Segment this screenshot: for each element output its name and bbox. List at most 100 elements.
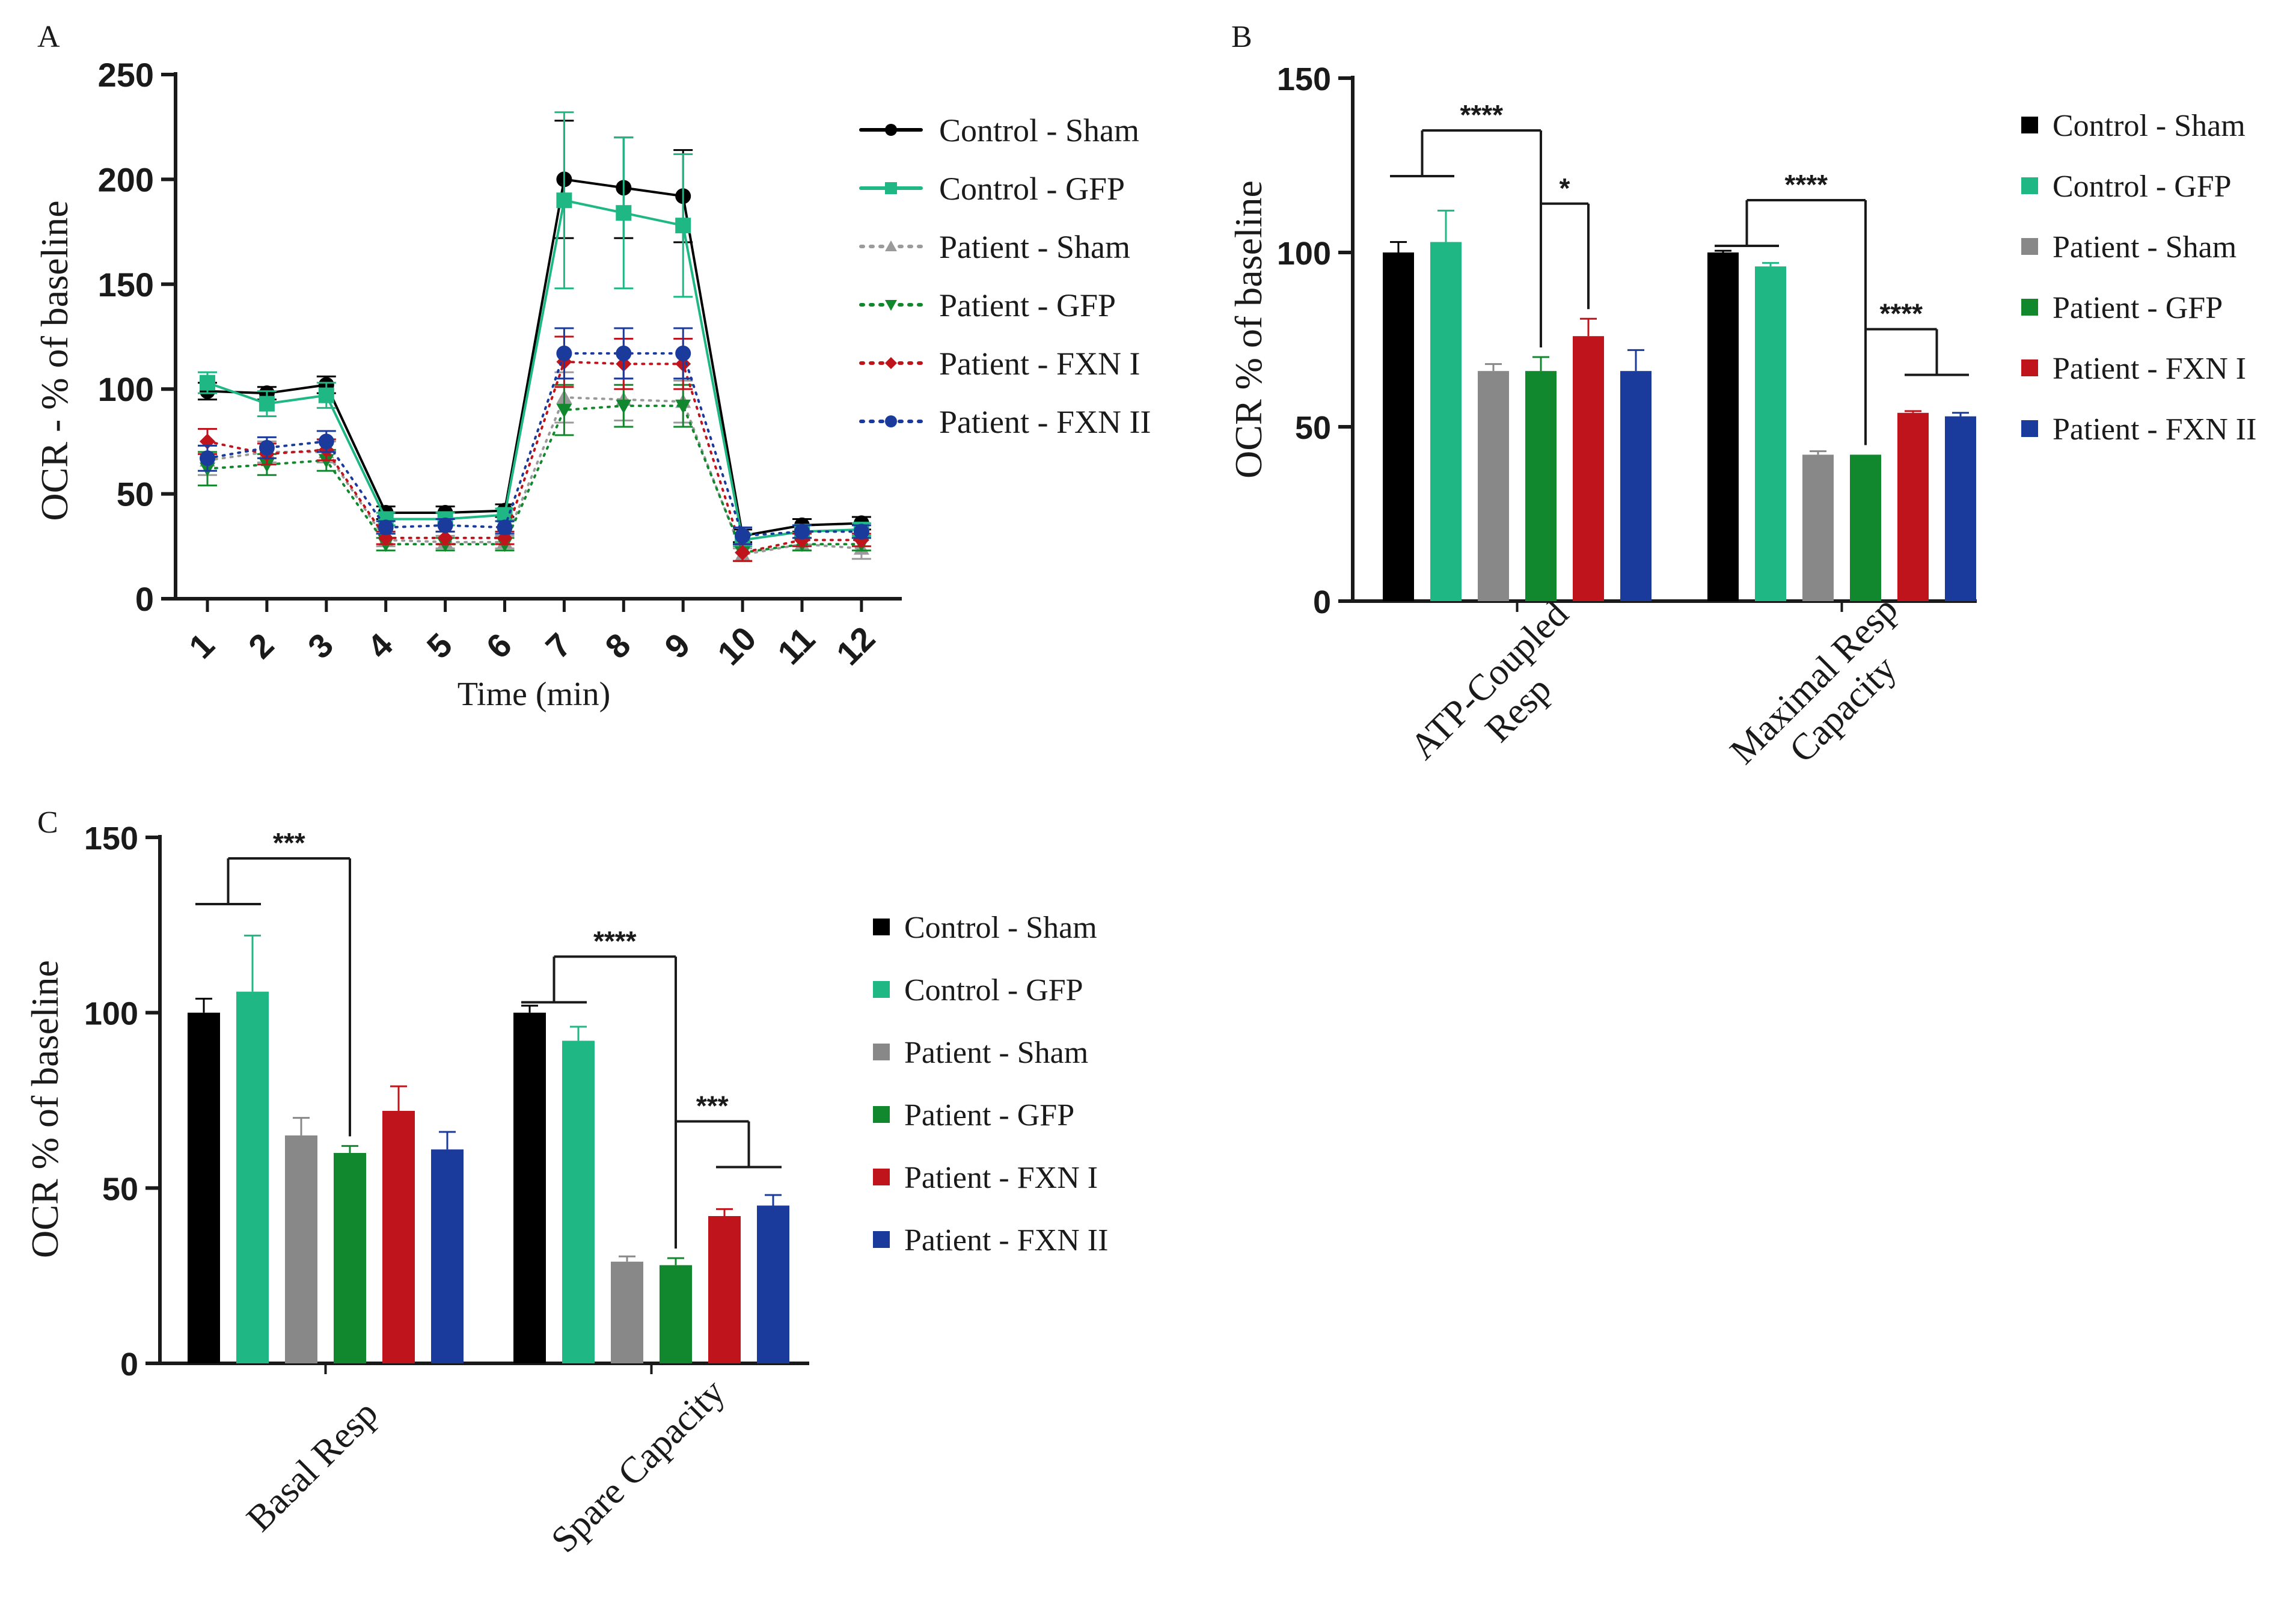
data-point	[259, 439, 275, 456]
panel-b-legend: Control - Sham Control - GFP Patient - Sha…	[2021, 109, 2256, 447]
panel-c-bars	[188, 934, 789, 1363]
bar	[1802, 454, 1834, 601]
y-tick-label: 150	[1277, 61, 1331, 97]
y-tick-label: 0	[120, 1347, 138, 1383]
bar	[562, 1041, 595, 1363]
bar	[611, 1261, 643, 1363]
significance-label: ****	[1784, 169, 1828, 200]
data-point	[378, 519, 394, 536]
bar	[1525, 371, 1557, 601]
data-point	[616, 345, 632, 361]
x-tick-label: 12	[829, 619, 883, 673]
data-point	[556, 192, 572, 209]
legend-label: Patient - Sham	[939, 229, 1130, 265]
data-point	[437, 517, 453, 533]
legend-swatch	[2021, 117, 2038, 133]
y-tick-label: 100	[1277, 236, 1331, 272]
x-tick-label: 5	[420, 626, 460, 666]
y-tick-label: 250	[98, 56, 154, 94]
series-line	[206, 198, 863, 542]
legend-label: Control - Sham	[2053, 109, 2245, 143]
significance-label: ***	[696, 1090, 729, 1122]
legend-label: Patient - Sham	[904, 1036, 1088, 1070]
y-tick-label: 0	[135, 580, 154, 618]
data-point	[794, 524, 810, 540]
data-point	[616, 399, 632, 414]
x-category-label: ATP-CoupledResp	[1403, 593, 1605, 796]
panel-c-letter: C	[37, 806, 58, 840]
x-tick-label: 2	[241, 626, 281, 666]
legend-marker	[885, 182, 897, 194]
legend-label: Patient - Sham	[2053, 230, 2236, 264]
panel-a-legend: Control - Sham Control - GFP Patient - Sha…	[859, 112, 1151, 440]
panel-a-series	[198, 111, 871, 562]
legend-label: Control - GFP	[939, 171, 1125, 207]
panel-a-letter: A	[37, 20, 60, 54]
data-point	[259, 396, 275, 412]
x-tick-label: 9	[657, 626, 697, 666]
legend-swatch	[873, 981, 890, 998]
bar	[1383, 252, 1414, 601]
legend-swatch	[873, 919, 890, 935]
x-category-label-line: Basal Resp	[239, 1393, 385, 1539]
bar	[382, 1111, 415, 1363]
x-category-label-line: ATP-Coupled	[1403, 593, 1576, 767]
legend-label: Patient - FXN I	[904, 1161, 1098, 1195]
panel-a-x-axis-label: Time (min)	[458, 676, 611, 713]
panel-c-legend: Control - Sham Control - GFP Patient - Sha…	[873, 911, 1108, 1258]
y-tick-label: 150	[84, 821, 138, 857]
data-point	[675, 399, 691, 414]
data-point	[556, 345, 572, 361]
series-line	[206, 396, 863, 557]
data-point	[200, 450, 215, 466]
bar	[334, 1153, 366, 1363]
legend-marker	[885, 415, 897, 427]
legend-label: Patient - GFP	[939, 287, 1116, 323]
series-line	[206, 178, 863, 537]
panel-b-bar-chart: 0 50 100 150 ATP-CoupledResp Maximal RespCapa…	[1227, 61, 2256, 796]
x-tick-label: 11	[770, 620, 822, 671]
bar	[1945, 416, 1976, 601]
legend-swatch	[2021, 359, 2038, 376]
bar	[1430, 242, 1462, 602]
legend-label: Patient - FXN I	[2053, 352, 2246, 386]
bar	[757, 1205, 789, 1363]
series-line	[206, 405, 863, 554]
y-tick-label: 0	[1313, 584, 1331, 620]
y-tick-label: 150	[98, 266, 154, 304]
data-point	[735, 528, 751, 544]
legend-marker	[885, 240, 897, 251]
y-tick-label: 50	[102, 1171, 138, 1207]
bar	[1707, 252, 1739, 601]
legend-swatch	[873, 1169, 890, 1185]
legend-marker	[885, 357, 897, 369]
data-point	[497, 519, 513, 536]
panel-c-y-axis-label: OCR % of baseline	[23, 960, 66, 1258]
x-tick-label: 3	[301, 626, 341, 666]
series-line	[206, 360, 863, 554]
y-tick-label: 50	[1295, 410, 1331, 446]
x-tick-label: 10	[710, 619, 764, 673]
significance-label: *	[1560, 173, 1570, 204]
legend-label: Control - Sham	[939, 112, 1139, 148]
bar	[513, 1012, 546, 1363]
legend-swatch	[873, 1106, 890, 1123]
bar	[708, 1216, 741, 1363]
x-category-label: Spare Capacity	[543, 1372, 733, 1561]
data-point	[200, 374, 215, 391]
legend-label: Patient - FXN I	[939, 346, 1140, 382]
panel-b-y-axis-label: OCR % of baseline	[1227, 180, 1270, 478]
bar	[660, 1265, 692, 1363]
data-point	[318, 387, 334, 403]
bar	[1573, 336, 1604, 601]
panel-c-significance: **********	[195, 827, 782, 1249]
bar	[285, 1135, 317, 1363]
panel-b-letter: B	[1231, 20, 1252, 54]
significance-label: ****	[593, 925, 637, 956]
legend-swatch	[2021, 299, 2038, 316]
bar	[1478, 371, 1509, 601]
significance-label: ****	[1460, 99, 1503, 130]
bar	[1620, 371, 1652, 601]
